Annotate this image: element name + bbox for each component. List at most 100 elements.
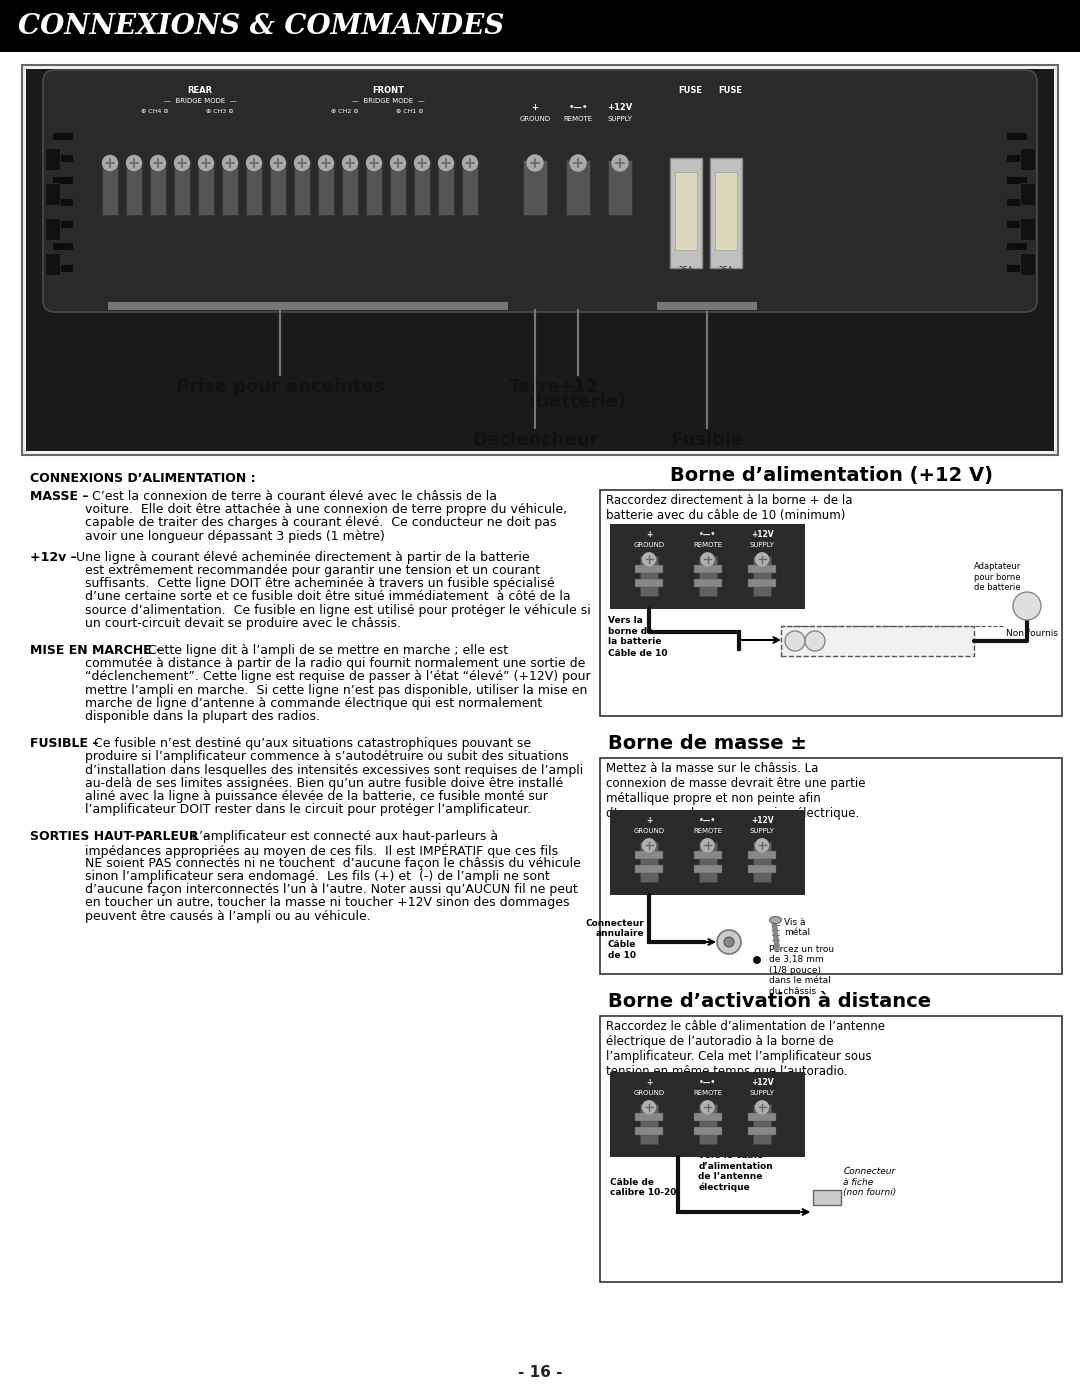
- Bar: [781, 626, 974, 657]
- Text: REAR: REAR: [188, 87, 213, 95]
- Text: FUSIBLE –: FUSIBLE –: [30, 738, 98, 750]
- Text: MISE EN MARCHE –: MISE EN MARCHE –: [30, 644, 162, 657]
- Text: +12V: +12V: [751, 816, 773, 826]
- Bar: [45, 253, 60, 275]
- Text: •—•: •—•: [699, 531, 716, 539]
- Bar: [102, 161, 118, 215]
- Bar: [523, 161, 546, 215]
- Text: Connecteur
à fiche
(non fourni): Connecteur à fiche (non fourni): [843, 1168, 896, 1197]
- Text: REMOTE: REMOTE: [564, 116, 593, 122]
- Bar: [1007, 221, 1027, 228]
- Text: SORTIES HAUT-PARLEUR –: SORTIES HAUT-PARLEUR –: [30, 830, 210, 844]
- Circle shape: [391, 155, 405, 170]
- Text: Cette ligne dit à l’ampli de se mettre en marche ; elle est: Cette ligne dit à l’ampli de se mettre e…: [144, 644, 508, 657]
- Circle shape: [756, 838, 769, 852]
- Circle shape: [724, 937, 734, 947]
- Text: - 16 -: - 16 -: [517, 1365, 563, 1380]
- Circle shape: [438, 155, 454, 170]
- Text: produire si l’amplificateur commence à s’autodétruire ou subit des situations: produire si l’amplificateur commence à s…: [85, 750, 569, 763]
- Text: Vis à
métal: Vis à métal: [784, 918, 810, 937]
- Text: 25A: 25A: [678, 265, 693, 275]
- Bar: [710, 158, 742, 268]
- Bar: [675, 172, 697, 250]
- Bar: [1020, 183, 1035, 205]
- Text: Vers le câble
d’alimentation
de l’antenne
électrique: Vers le câble d’alimentation de l’antenn…: [699, 1151, 773, 1192]
- Bar: [693, 566, 721, 573]
- Bar: [45, 218, 60, 240]
- Text: Raccordez le câble d’alimentation de l’antenne
électrique de l’autoradio à la bo: Raccordez le câble d’alimentation de l’a…: [606, 1020, 885, 1078]
- Bar: [390, 161, 406, 215]
- Bar: [600, 1016, 1062, 1282]
- Circle shape: [701, 1101, 714, 1113]
- Bar: [748, 851, 777, 859]
- Text: +: +: [531, 103, 539, 112]
- Circle shape: [756, 553, 769, 566]
- Bar: [635, 1127, 663, 1136]
- Bar: [693, 865, 721, 873]
- Text: aliné avec la ligne à puissance élevée de la batterie, ce fusible monté sur: aliné avec la ligne à puissance élevée d…: [85, 789, 548, 803]
- Text: Raccordez directement à la borne + de la
batterie avec du câble de 10 (minimum): Raccordez directement à la borne + de la…: [606, 495, 852, 522]
- Bar: [657, 302, 757, 310]
- Bar: [462, 161, 478, 215]
- Bar: [1007, 133, 1027, 140]
- Circle shape: [717, 930, 741, 954]
- Text: ⊕ CH2 ⊖: ⊕ CH2 ⊖: [332, 109, 359, 115]
- Bar: [753, 1104, 771, 1144]
- Text: disponible dans la plupart des radios.: disponible dans la plupart des radios.: [85, 710, 320, 724]
- Circle shape: [756, 1101, 769, 1113]
- Bar: [635, 566, 663, 573]
- Bar: [246, 161, 262, 215]
- Text: FUSE: FUSE: [718, 87, 742, 95]
- Text: Fusible: Fusible: [671, 432, 743, 448]
- Bar: [45, 183, 60, 205]
- Bar: [610, 1071, 805, 1157]
- Bar: [748, 1127, 777, 1136]
- Circle shape: [150, 155, 165, 170]
- Text: 25A: 25A: [718, 265, 733, 275]
- Text: Câble
de 10: Câble de 10: [608, 940, 636, 960]
- Text: REMOTE: REMOTE: [693, 1090, 723, 1095]
- Bar: [813, 1190, 841, 1206]
- Bar: [693, 1113, 721, 1122]
- Bar: [0, 0, 1080, 52]
- Circle shape: [175, 155, 189, 170]
- Text: un court-circuit devait se produire avec le châssis.: un court-circuit devait se produire avec…: [85, 617, 401, 630]
- Bar: [414, 161, 430, 215]
- Bar: [438, 161, 454, 215]
- Bar: [753, 556, 771, 597]
- Text: “déclenchement”. Cette ligne est requise de passer à l’état “élevé” (+12V) pour: “déclenchement”. Cette ligne est requise…: [85, 671, 591, 683]
- Text: C’est la connexion de terre à courant élevé avec le châssis de la: C’est la connexion de terre à courant él…: [87, 490, 497, 503]
- Text: REMOTE: REMOTE: [693, 828, 723, 834]
- Circle shape: [701, 553, 714, 566]
- Text: CONNEXIONS D’ALIMENTATION :: CONNEXIONS D’ALIMENTATION :: [30, 472, 256, 485]
- Bar: [53, 155, 73, 162]
- Bar: [1020, 218, 1035, 240]
- Circle shape: [701, 838, 714, 852]
- Text: source d’alimentation.  Ce fusible en ligne est utilisé pour protéger le véhicul: source d’alimentation. Ce fusible en lig…: [85, 604, 591, 616]
- Text: CONNEXIONS & COMMANDES: CONNEXIONS & COMMANDES: [18, 13, 504, 39]
- Bar: [610, 810, 805, 895]
- Bar: [1020, 148, 1035, 170]
- Circle shape: [527, 155, 543, 170]
- Bar: [699, 556, 716, 597]
- Bar: [22, 66, 1058, 455]
- Text: capable de traiter des charges à courant élevé.  Ce conducteur ne doit pas: capable de traiter des charges à courant…: [85, 517, 556, 529]
- Text: +12V: +12V: [751, 1078, 773, 1087]
- Bar: [53, 243, 73, 250]
- Text: au-delà de ses limites assignées. Bien qu’un autre fusible doive être installé: au-delà de ses limites assignées. Bien q…: [85, 777, 564, 789]
- Bar: [53, 265, 73, 272]
- Ellipse shape: [769, 916, 782, 923]
- Bar: [635, 1113, 663, 1122]
- Bar: [600, 759, 1062, 974]
- Bar: [53, 177, 73, 184]
- Circle shape: [199, 155, 214, 170]
- Bar: [670, 158, 702, 268]
- Bar: [635, 580, 663, 587]
- Bar: [174, 161, 190, 215]
- Text: —  BRIDGE MODE  —: — BRIDGE MODE —: [164, 98, 237, 103]
- Text: +12v –: +12v –: [30, 550, 77, 564]
- Bar: [108, 302, 508, 310]
- Text: +: +: [646, 531, 652, 539]
- Text: d’installation dans lesquelles des intensités excessives sont requises de l’ampl: d’installation dans lesquelles des inten…: [85, 764, 583, 777]
- Text: commutée à distance à partir de la radio qui fournit normalement une sortie de: commutée à distance à partir de la radio…: [85, 657, 585, 671]
